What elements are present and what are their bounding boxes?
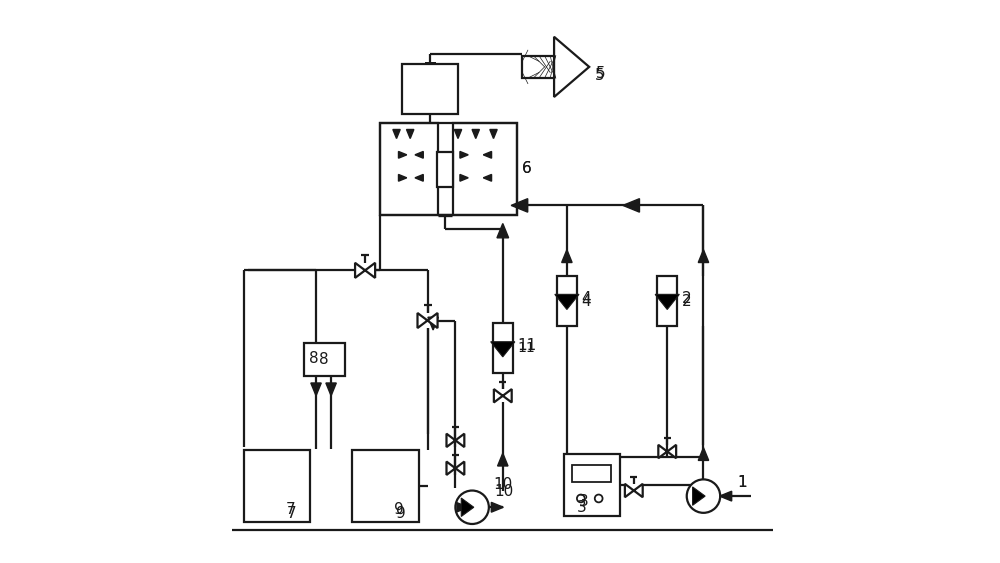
Polygon shape [472,129,479,138]
Polygon shape [446,462,464,475]
Polygon shape [625,484,643,497]
Polygon shape [698,250,709,262]
Text: 2: 2 [681,291,691,306]
Bar [657,276,677,326]
Text: 9: 9 [396,507,406,521]
Text: 2: 2 [681,293,691,309]
Text: 4: 4 [581,293,591,309]
Text: 6: 6 [522,161,532,176]
Text: 10: 10 [494,484,514,499]
Bar [522,56,556,78]
Text: 8: 8 [309,351,319,366]
Polygon shape [720,491,732,501]
Polygon shape [398,151,407,158]
Polygon shape [417,313,438,328]
Polygon shape [498,453,508,466]
Polygon shape [415,175,423,181]
Circle shape [595,494,603,502]
Text: 1: 1 [737,475,747,490]
Text: 11: 11 [517,341,535,355]
Polygon shape [355,263,375,278]
Polygon shape [490,129,497,138]
Bar [564,454,620,516]
Bar [493,323,513,373]
Text: 6: 6 [522,161,532,176]
Polygon shape [483,151,492,158]
Text: 1: 1 [737,475,747,490]
Bar [557,276,577,326]
Text: 3: 3 [576,500,586,515]
Polygon shape [407,129,414,138]
Polygon shape [497,224,509,238]
Polygon shape [461,498,474,516]
Text: 7: 7 [285,502,295,517]
Polygon shape [554,37,589,97]
Bar [572,464,611,482]
Circle shape [577,494,585,502]
Circle shape [455,490,489,524]
Bar [244,450,310,522]
Text: 5: 5 [595,68,604,83]
Text: 10: 10 [493,477,513,491]
Text: 9: 9 [394,502,404,517]
Bar [437,152,453,187]
Polygon shape [457,503,468,512]
Text: 5: 5 [596,66,606,81]
Polygon shape [491,502,503,512]
Polygon shape [511,199,528,212]
Polygon shape [326,383,336,396]
Bar [352,450,419,522]
Text: 8: 8 [319,352,328,367]
Bar [380,123,517,215]
Polygon shape [428,317,438,330]
Bar [380,123,438,215]
Polygon shape [658,445,676,458]
Bar [402,64,458,114]
Polygon shape [460,175,468,181]
Polygon shape [698,448,709,461]
Polygon shape [555,294,579,310]
Polygon shape [393,129,400,138]
Polygon shape [494,389,512,403]
Polygon shape [415,151,423,158]
Polygon shape [398,175,407,181]
Polygon shape [562,250,572,262]
Polygon shape [311,383,321,396]
Polygon shape [623,199,639,212]
Circle shape [687,479,720,513]
Polygon shape [483,175,492,181]
Polygon shape [460,151,468,158]
Polygon shape [693,487,705,506]
Bar [453,123,517,215]
Text: 3: 3 [579,494,588,509]
Polygon shape [491,342,515,357]
Bar [304,343,345,376]
Text: 11: 11 [517,338,536,353]
Polygon shape [655,294,679,310]
Polygon shape [454,129,462,138]
Polygon shape [446,434,464,447]
Text: 4: 4 [581,291,591,306]
Text: 7: 7 [287,507,297,521]
